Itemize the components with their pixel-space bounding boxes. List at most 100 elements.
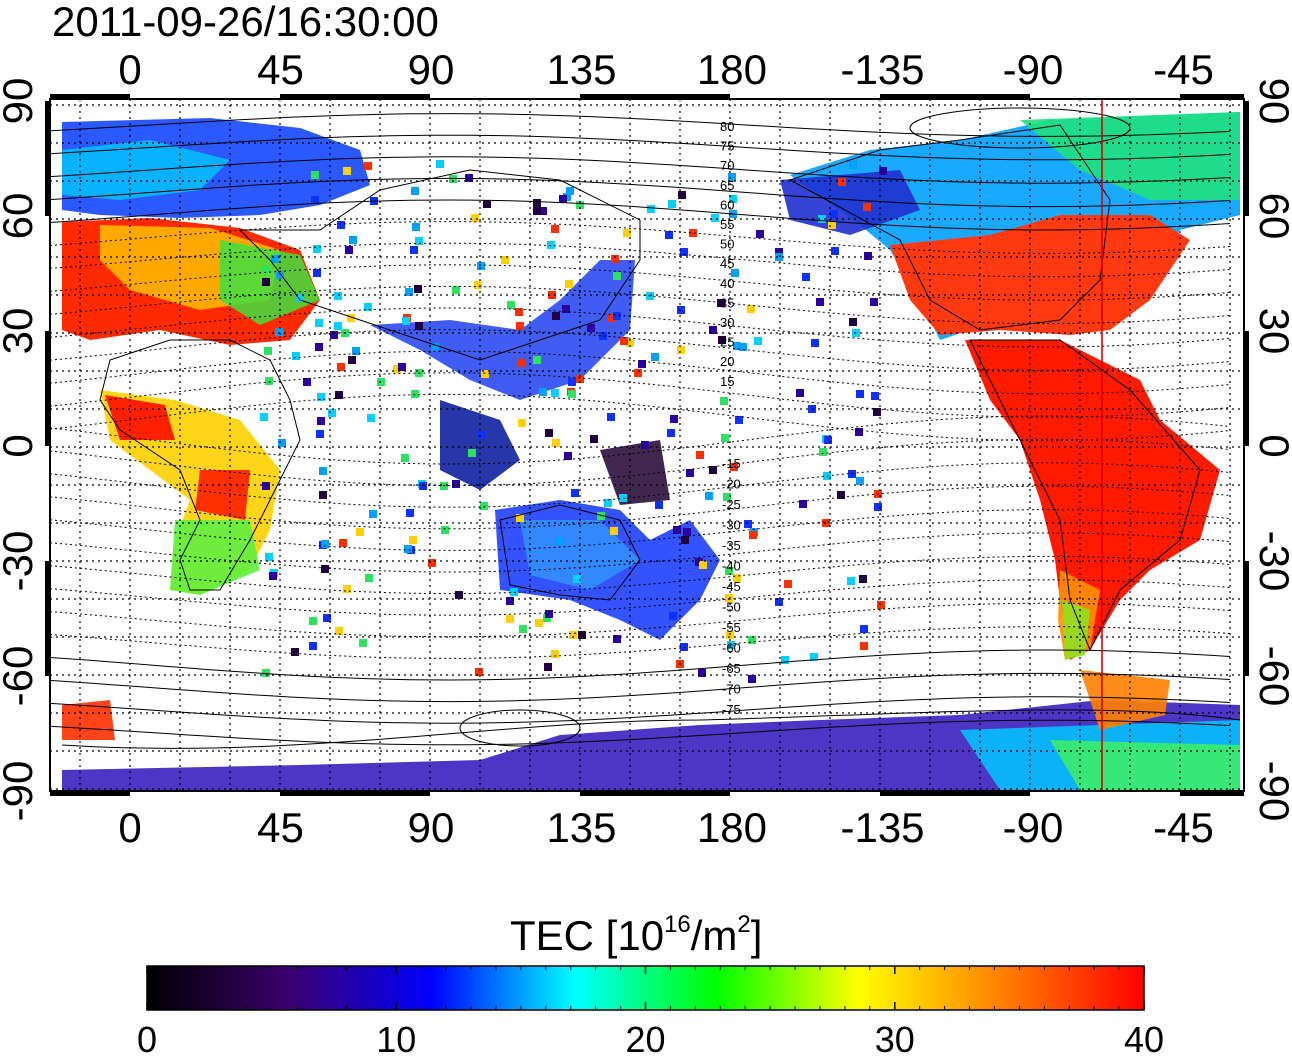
tec-point — [739, 343, 747, 351]
tec-point — [860, 642, 868, 650]
mlat-label-south: -45 — [722, 579, 741, 594]
tec-point — [859, 575, 867, 583]
mlat-label-south: -15 — [722, 456, 741, 471]
tec-point — [555, 537, 563, 545]
tec-point — [410, 246, 418, 254]
tec-point — [471, 214, 479, 222]
tec-point — [587, 324, 595, 332]
tec-point — [718, 336, 726, 344]
tec-point — [689, 229, 697, 237]
tec-point — [864, 252, 872, 260]
right-lat-label: -90 — [1251, 761, 1292, 822]
tec-point — [667, 429, 675, 437]
tec-point — [565, 280, 573, 288]
colorbar-title-exponent-16: 16 — [664, 911, 691, 938]
tec-point — [729, 195, 737, 203]
tec-point — [311, 171, 319, 179]
tec-point — [725, 594, 733, 602]
mlat-label-north: 15 — [720, 374, 734, 389]
colorbar-title: TEC [1016/m2] — [510, 911, 762, 959]
colorbar-tick-label: 40 — [1124, 1019, 1164, 1057]
tec-point — [677, 346, 685, 354]
tec-point — [483, 200, 491, 208]
tec-point — [824, 436, 832, 444]
tec-point — [816, 298, 824, 306]
tec-point — [409, 536, 417, 544]
top-lon-label: -45 — [1153, 46, 1214, 93]
left-lat-label: -60 — [0, 646, 41, 707]
bottom-longitude-labels: 0 45 90 135 180 -135 -90 -45 — [118, 804, 1214, 851]
tec-point — [501, 256, 509, 264]
tec-point — [393, 365, 401, 373]
tec-point — [519, 625, 527, 633]
tec-point — [359, 639, 367, 647]
tec-point — [398, 363, 406, 371]
tec-point — [619, 494, 627, 502]
tec-point — [309, 617, 317, 625]
tec-point — [673, 526, 681, 534]
bottom-lon-label: -45 — [1153, 804, 1214, 851]
tec-point — [262, 669, 270, 677]
tec-point — [818, 215, 826, 223]
tec-point — [533, 207, 541, 215]
tec-point — [655, 501, 663, 509]
tec-point — [877, 601, 885, 609]
tec-point — [665, 231, 673, 239]
mlat-label-north: 35 — [720, 295, 734, 310]
right-lat-label: 0 — [1251, 434, 1292, 457]
colorbar-tick-label: 10 — [376, 1019, 416, 1057]
tec-point — [855, 428, 863, 436]
colorbar-ticks — [146, 966, 1145, 1010]
tec-point — [428, 559, 436, 567]
mlat-label-north: 30 — [720, 315, 734, 330]
tec-point — [696, 451, 704, 459]
tec-point — [364, 162, 372, 170]
mlat-label-north: 20 — [720, 354, 734, 369]
top-lon-label: 45 — [257, 46, 304, 93]
tec-point — [339, 539, 347, 547]
tec-point — [449, 175, 457, 183]
tec-region-antarctica — [62, 700, 1240, 790]
tec-point — [406, 509, 414, 517]
tec-point — [830, 210, 838, 218]
top-lon-label: 135 — [546, 46, 616, 93]
tec-point — [441, 526, 449, 534]
top-lon-label: 90 — [408, 46, 455, 93]
tec-point — [415, 322, 423, 330]
tec-point — [552, 312, 560, 320]
tec-point — [404, 545, 412, 553]
bottom-lon-label: -90 — [1003, 804, 1064, 851]
tec-point — [799, 500, 807, 508]
tec-point — [638, 360, 646, 368]
tec-point — [731, 269, 739, 277]
tec-point — [756, 230, 764, 238]
tec-point — [271, 255, 279, 263]
tec-point — [533, 356, 541, 364]
tec-region-south-asia — [370, 260, 635, 400]
tec-point — [315, 319, 323, 327]
tec-point — [720, 397, 728, 405]
tec-point — [262, 278, 270, 286]
tec-point — [871, 392, 879, 400]
tec-point — [668, 200, 676, 208]
tec-point — [419, 482, 427, 490]
tec-point — [828, 221, 836, 229]
tec-point — [313, 245, 321, 253]
tec-point — [730, 463, 738, 471]
tec-point — [547, 241, 555, 249]
tec-point — [401, 454, 409, 462]
tec-point — [677, 306, 685, 314]
left-latitude-labels: 90 60 30 0 -30 -60 -90 — [0, 78, 41, 822]
tec-point — [506, 597, 514, 605]
tec-point — [678, 191, 686, 199]
tec-point — [262, 482, 270, 490]
right-lat-label: 90 — [1251, 78, 1292, 125]
tec-point — [590, 435, 598, 443]
tec-point — [533, 199, 541, 207]
colorbar-tick-label: 30 — [875, 1019, 915, 1057]
tec-point — [613, 272, 621, 280]
mlat-label-south: -65 — [722, 661, 741, 676]
tec-point — [683, 528, 691, 536]
tec-point — [517, 359, 525, 367]
tec-point — [749, 531, 757, 539]
